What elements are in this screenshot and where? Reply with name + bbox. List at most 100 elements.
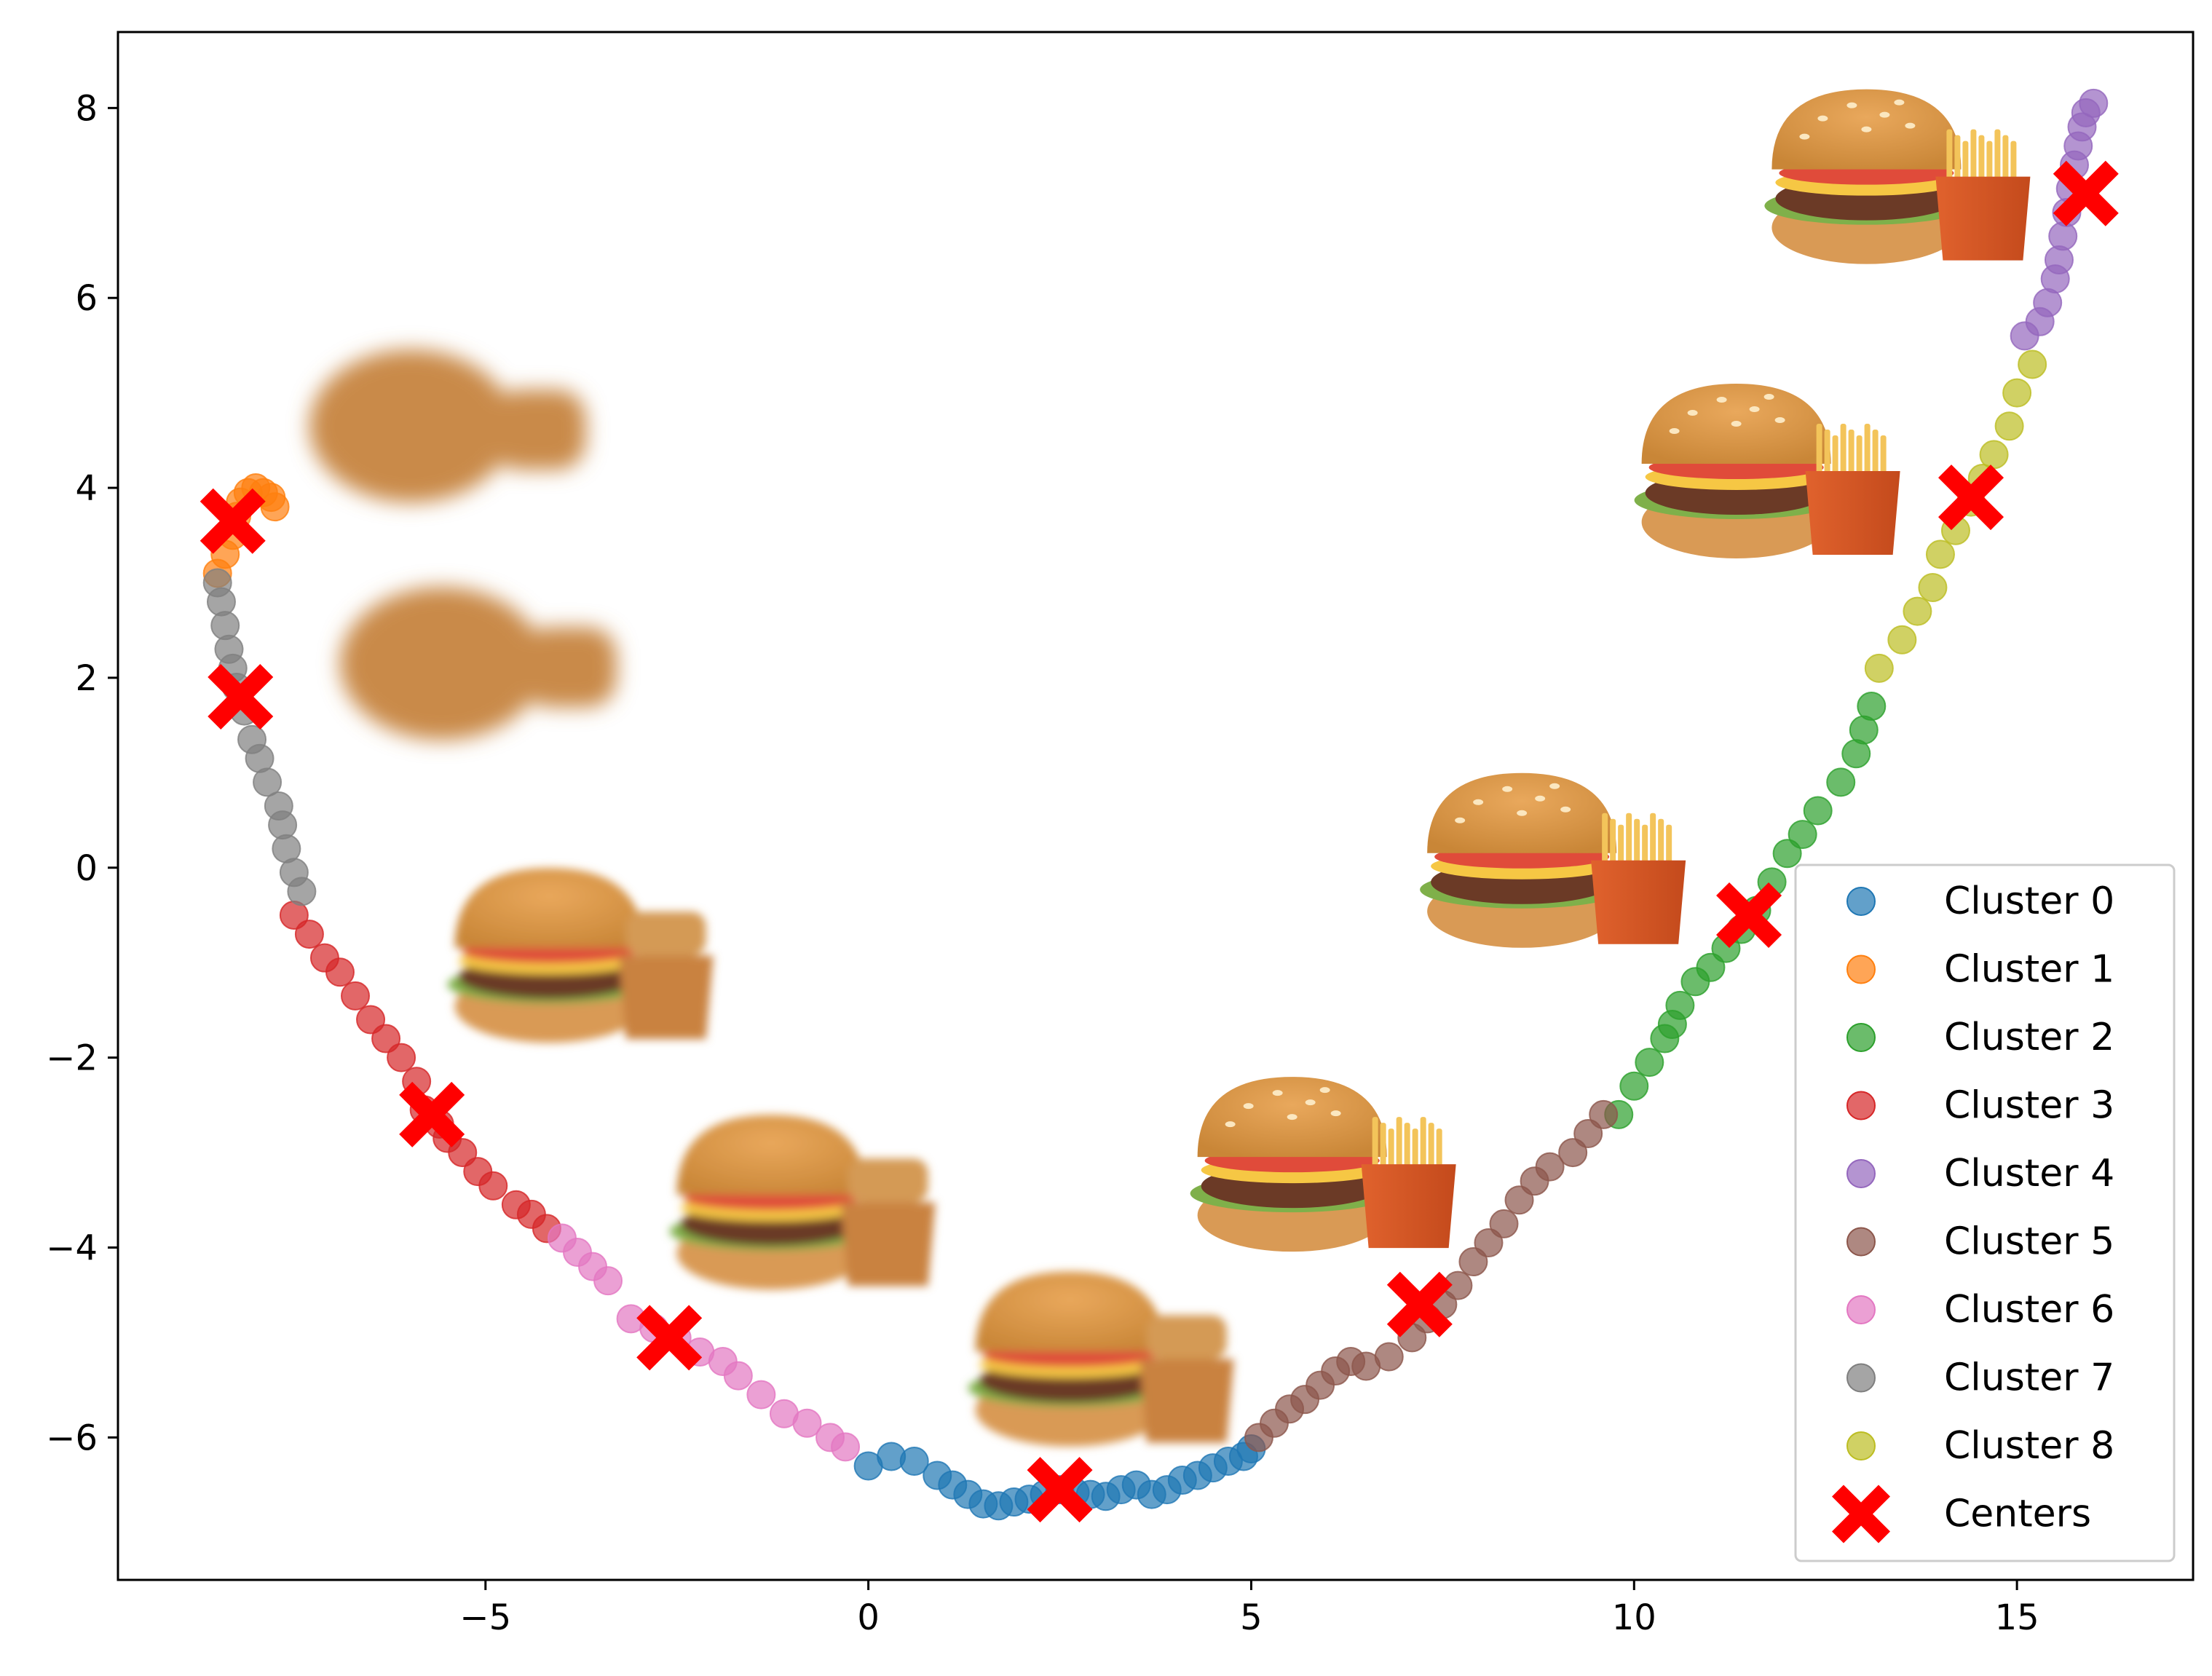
- y-tick-label: 4: [75, 468, 98, 509]
- legend-marker: [1846, 1227, 1876, 1257]
- data-point: [593, 1266, 623, 1296]
- legend-label: Cluster 1: [1944, 948, 2114, 992]
- y-tick-label: 8: [75, 88, 98, 129]
- legend-label: Cluster 3: [1944, 1084, 2114, 1128]
- data-point: [1665, 990, 1695, 1020]
- legend-marker: [1846, 954, 1876, 984]
- legend-marker: [1846, 1159, 1876, 1188]
- data-point: [1489, 1209, 1519, 1238]
- data-point: [1803, 796, 1833, 826]
- legend-marker: [1846, 887, 1876, 916]
- data-point: [1458, 1247, 1488, 1277]
- legend-marker: [1846, 1023, 1876, 1052]
- data-point: [1918, 573, 1948, 603]
- x-tick-label: 10: [1612, 1597, 1656, 1638]
- legend-entries: Cluster 0 Cluster 1 Cluster 2 Cluster 3 Clus…: [1832, 879, 2114, 1543]
- data-point: [1979, 440, 2009, 470]
- x-axis-ticks: −5 0 5 10 15: [459, 1580, 2039, 1638]
- series-cluster-8: [1864, 349, 2047, 683]
- cluster-center-marker: [399, 1081, 465, 1147]
- y-tick-label: 0: [75, 848, 98, 889]
- data-point: [341, 981, 371, 1011]
- cluster-image-thumbnails: [309, 89, 2031, 1447]
- data-point: [2079, 88, 2109, 118]
- y-tick-label: −6: [46, 1418, 98, 1458]
- legend-frame: [1794, 863, 2176, 1562]
- data-point: [1994, 411, 2024, 441]
- legend-marker: [1846, 1295, 1876, 1324]
- x-tick-label: 5: [1240, 1597, 1263, 1638]
- data-point: [1857, 692, 1887, 722]
- burger-fries-image: [1634, 384, 1900, 559]
- data-point: [723, 1361, 753, 1391]
- burger-fries-image: [1420, 772, 1686, 948]
- data-point: [268, 810, 298, 840]
- data-point: [1504, 1185, 1534, 1215]
- legend-label: Cluster 7: [1944, 1356, 2114, 1400]
- data-point: [1589, 1099, 1619, 1129]
- blurred-burger-fries-image: [968, 1271, 1234, 1447]
- y-tick-label: −4: [46, 1228, 98, 1268]
- data-point: [899, 1446, 929, 1476]
- data-point: [294, 920, 324, 949]
- legend-label: Cluster 0: [1944, 879, 2114, 923]
- data-point: [2018, 349, 2047, 379]
- cluster-center-marker: [1938, 465, 2004, 531]
- data-point: [1864, 653, 1894, 683]
- cluster-center-marker: [2053, 160, 2119, 226]
- data-point: [1535, 1152, 1565, 1182]
- legend-label: Cluster 8: [1944, 1424, 2114, 1468]
- cluster-center-marker: [1027, 1457, 1093, 1523]
- cluster-center-marker: [1386, 1271, 1453, 1337]
- data-point: [253, 767, 283, 797]
- legend-label: Cluster 6: [1944, 1288, 2114, 1332]
- data-point: [831, 1432, 861, 1462]
- data-point: [1903, 596, 1932, 626]
- data-point: [1772, 839, 1802, 869]
- legend-marker: [1846, 1363, 1876, 1393]
- data-point: [1619, 1071, 1649, 1101]
- legend-label: Cluster 4: [1944, 1152, 2114, 1195]
- blurred-burger-fries-image: [669, 1115, 936, 1290]
- data-point: [356, 1005, 386, 1035]
- data-point: [1635, 1048, 1664, 1078]
- x-tick-label: 15: [1995, 1597, 2039, 1638]
- burger-fries-image: [1764, 89, 2031, 264]
- data-point: [206, 587, 236, 617]
- data-point: [210, 611, 240, 641]
- x-tick-label: −5: [459, 1597, 511, 1638]
- data-point: [325, 957, 355, 987]
- y-axis-ticks: −6 −4 −2 0 2 4 6 8: [46, 88, 118, 1458]
- data-point: [371, 1024, 401, 1054]
- data-point: [260, 492, 290, 522]
- data-point: [1374, 1342, 1404, 1372]
- legend-marker: [1846, 1091, 1876, 1120]
- data-point: [746, 1380, 776, 1410]
- data-point: [1788, 820, 1817, 850]
- data-point: [1573, 1118, 1603, 1148]
- data-point: [1887, 625, 1917, 655]
- data-point: [1925, 539, 1955, 569]
- data-point: [478, 1171, 508, 1201]
- legend-label: Cluster 2: [1944, 1016, 2114, 1059]
- cluster-center-marker: [200, 488, 266, 554]
- data-point: [387, 1043, 416, 1072]
- data-point: [1558, 1138, 1588, 1168]
- burger-fries-image: [1190, 1077, 1456, 1252]
- legend-label: Cluster 5: [1944, 1220, 2114, 1264]
- data-point: [2048, 221, 2078, 251]
- data-point: [1696, 952, 1726, 982]
- legend-marker: [1846, 1431, 1876, 1460]
- data-point: [2002, 378, 2032, 408]
- data-point: [792, 1408, 822, 1438]
- y-tick-label: 2: [75, 658, 98, 699]
- data-point: [1474, 1228, 1504, 1257]
- legend-marker: [1832, 1485, 1890, 1543]
- legend-label: Centers: [1944, 1493, 2091, 1536]
- blurred-food-blob-image: [309, 349, 586, 503]
- y-tick-label: −2: [46, 1038, 98, 1079]
- blurred-food-blob-image: [339, 587, 617, 740]
- legend: Cluster 0 Cluster 1 Cluster 2 Cluster 3 Clus…: [1794, 863, 2176, 1562]
- cluster-centers: [200, 160, 2119, 1523]
